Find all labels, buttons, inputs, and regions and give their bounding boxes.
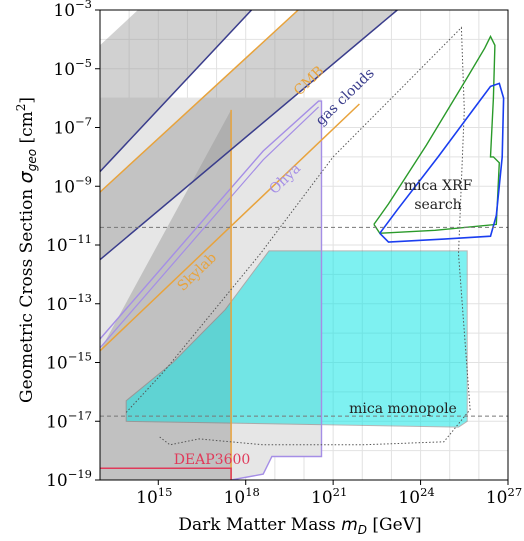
y-tick-label: 10−15: [46, 350, 92, 374]
y-tick-label: 10−3: [53, 0, 92, 21]
gas-clouds-upper-line: [100, 10, 253, 173]
regions: [100, 10, 505, 480]
gas-clouds-line: [100, 10, 398, 261]
deap3600-boundary: [100, 467, 232, 480]
mica-xrf-dotted-outline: [125, 26, 471, 446]
y-tick-label: 10−9: [53, 173, 92, 197]
y-tick-label: 10−19: [46, 467, 92, 491]
region-mica-monopole: [125, 250, 468, 428]
y-axis-title: Geometric Cross Section σgeo [cm2]: [14, 97, 39, 403]
y-tick-label: 10−13: [46, 291, 92, 315]
x-tick-label: 1015: [136, 485, 172, 508]
x-tick-label: 1024: [398, 485, 434, 508]
label-deap3600: DEAP3600: [174, 452, 251, 468]
mica-xrf-blue-contour: [379, 82, 505, 243]
y-tick-label: 10−7: [53, 115, 92, 139]
label-mica-xrf-search: search: [414, 197, 461, 213]
y-tick-label: 10−17: [46, 408, 92, 432]
x-tick-label: 1021: [311, 485, 347, 508]
ticks: 1015 1018 1021 1024 1027 10−3 10−5 10−7 10−9 10−1…: [46, 0, 522, 508]
reference-lines: [100, 226, 508, 417]
ohya-boundary: [100, 100, 323, 480]
x-tick-label: 1027: [486, 485, 522, 508]
cmb-upper-line: [100, 10, 299, 193]
y-tick-label: 10−11: [46, 232, 92, 256]
mica-xrf-green-contour: [373, 34, 501, 235]
x-tick-label: 1018: [224, 485, 260, 508]
label-mica-monopole: mica monopole: [349, 401, 457, 417]
x-axis-title: Dark Matter Mass mD [GeV]: [178, 515, 421, 537]
y-tick-label: 10−5: [53, 56, 92, 80]
ohya-boundary-inner: [100, 106, 320, 349]
label-mica-xrf: mica XRF: [404, 178, 473, 194]
